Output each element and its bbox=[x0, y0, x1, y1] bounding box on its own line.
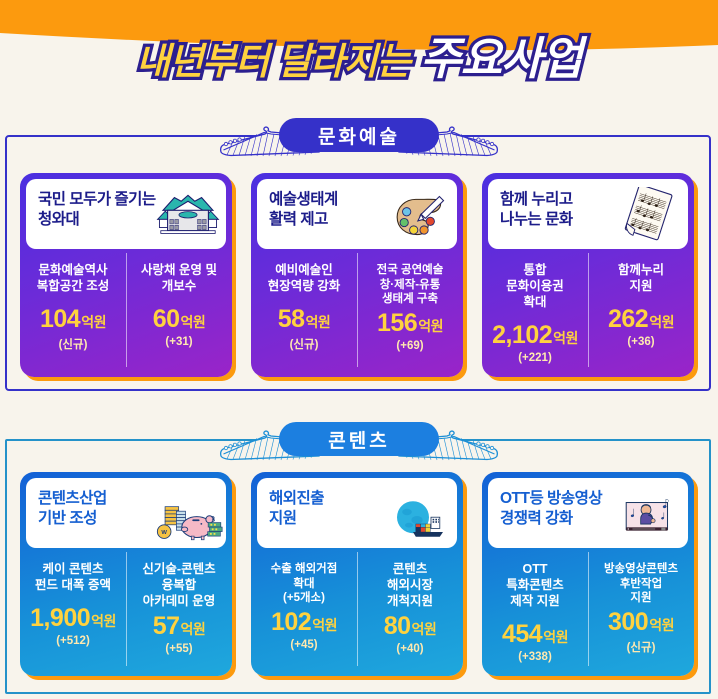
svg-text:W: W bbox=[161, 530, 167, 536]
